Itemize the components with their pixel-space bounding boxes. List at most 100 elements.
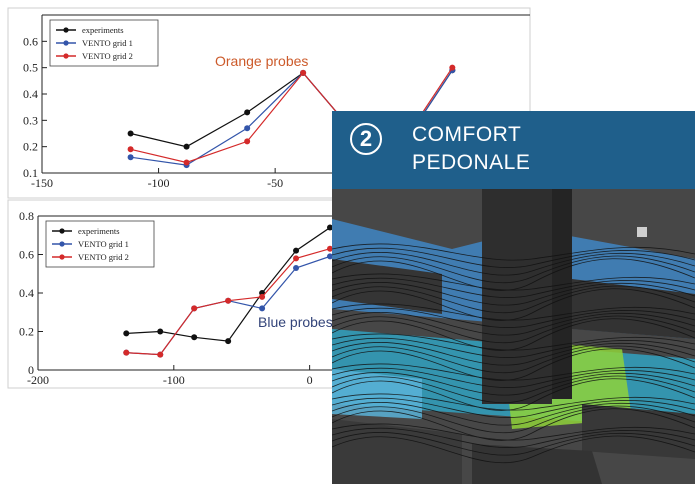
series-3-point: [259, 293, 266, 300]
streamline: [332, 345, 695, 374]
y-tick-label: 0.3: [23, 113, 38, 127]
series-2-point: [293, 264, 300, 271]
streamline: [332, 243, 695, 261]
series-3-point: [300, 69, 307, 76]
legend-swatch-marker: [63, 27, 69, 33]
streamline: [332, 397, 695, 419]
streamline: [332, 378, 695, 411]
legend-swatch-marker: [59, 254, 65, 260]
streamline: [332, 303, 695, 321]
streamline: [332, 363, 695, 381]
y-tick-label: 0.2: [19, 325, 34, 339]
y-tick-label: 0.6: [19, 248, 34, 262]
series-line-3: [126, 248, 365, 356]
series-3-point: [449, 64, 456, 71]
streamline: [332, 375, 695, 404]
series-1-point: [327, 224, 333, 231]
legend-swatch-marker: [63, 40, 69, 46]
legend-entry-2: VENTO grid 1: [78, 239, 129, 249]
legend-swatch-marker: [59, 241, 65, 247]
legend-entry-3: VENTO grid 2: [82, 51, 133, 61]
y-tick-label: 0.2: [23, 140, 38, 154]
streamline: [332, 393, 695, 411]
streamline: [332, 402, 695, 426]
series-1-point: [191, 334, 198, 341]
legend-entry-1: experiments: [78, 226, 120, 236]
series-3-point: [244, 138, 251, 145]
series-2-point: [259, 305, 266, 312]
series-1-point: [244, 109, 251, 116]
x-tick-label: -150: [31, 176, 53, 190]
legend-entry-1: experiments: [82, 25, 124, 35]
x-tick-label: -100: [163, 373, 185, 387]
series-1-point: [123, 330, 130, 337]
legend-swatch-marker: [63, 53, 69, 59]
section-title: COMFORT PEDONALE: [412, 121, 530, 177]
streamline: [332, 285, 695, 314]
series-3-point: [191, 305, 198, 312]
x-tick-label: -200: [27, 373, 49, 387]
series-3-point: [327, 245, 333, 252]
y-tick-label: 0.6: [23, 34, 38, 48]
series-3-point: [225, 297, 232, 304]
series-1-point: [157, 328, 164, 335]
streamline: [332, 282, 695, 306]
y-tick-label: 0.4: [23, 87, 38, 101]
cfd-simulation-image: [332, 189, 695, 484]
y-tick-label: 0.4: [19, 286, 34, 300]
streamline: [332, 348, 695, 381]
series-1-point: [183, 143, 190, 150]
section-number-badge: 2: [350, 123, 382, 155]
series-1-point: [293, 247, 300, 254]
series-line-1: [126, 226, 365, 342]
streamline: [332, 255, 695, 284]
x-tick-label: -100: [148, 176, 170, 190]
series-3-point: [127, 146, 134, 153]
streamline: [332, 427, 695, 449]
streamline: [332, 307, 695, 329]
streamline: [332, 288, 695, 321]
streamline: [332, 372, 695, 396]
series-3-point: [157, 351, 164, 358]
section-title-line-2: PEDONALE: [412, 151, 531, 174]
streamline: [332, 252, 695, 276]
legend-box: [45, 220, 155, 268]
streamline: [332, 408, 695, 441]
streamline: [332, 318, 695, 351]
chart-2: 0 0.2 0.4 0.6 0.8 -200 -100 0 experiments VENTO g…: [19, 209, 410, 387]
streamline: [332, 435, 695, 464]
streamline: [332, 258, 695, 291]
streamline: [332, 337, 695, 359]
y-tick-label: 0: [28, 363, 34, 377]
series-1-point: [127, 130, 134, 137]
streamline: [332, 342, 695, 366]
legend-entry-3: VENTO grid 2: [78, 252, 129, 262]
series-3-point: [293, 255, 300, 262]
legend-swatch-marker: [59, 228, 65, 234]
chart-annotation: Blue probes: [258, 314, 333, 330]
streamline: [332, 312, 695, 336]
y-tick-label: 0.8: [19, 209, 34, 223]
x-tick-label: -50: [267, 176, 283, 190]
streamline: [332, 247, 695, 269]
series-2-point: [127, 154, 134, 161]
series-3-point: [183, 159, 190, 166]
series-3-point: [123, 349, 130, 356]
streamline: [332, 367, 695, 389]
streamline: [332, 277, 695, 299]
chart-annotation: Orange probes: [215, 53, 308, 69]
streamline-render: [332, 189, 695, 484]
series-2-point: [327, 253, 333, 260]
streamline: [332, 273, 695, 291]
y-tick-label: 0.5: [23, 61, 38, 75]
y-tick-label: 0.1: [23, 166, 38, 180]
chart-1: 0.10.20.30.40.50.6-150-100-500Yexperimen…: [23, 14, 530, 202]
streamline: [332, 423, 695, 441]
streamline: [332, 315, 695, 344]
streamline: [332, 432, 695, 456]
legend-entry-2: VENTO grid 1: [82, 38, 133, 48]
streamline: [332, 405, 695, 434]
series-1-point: [225, 338, 232, 345]
